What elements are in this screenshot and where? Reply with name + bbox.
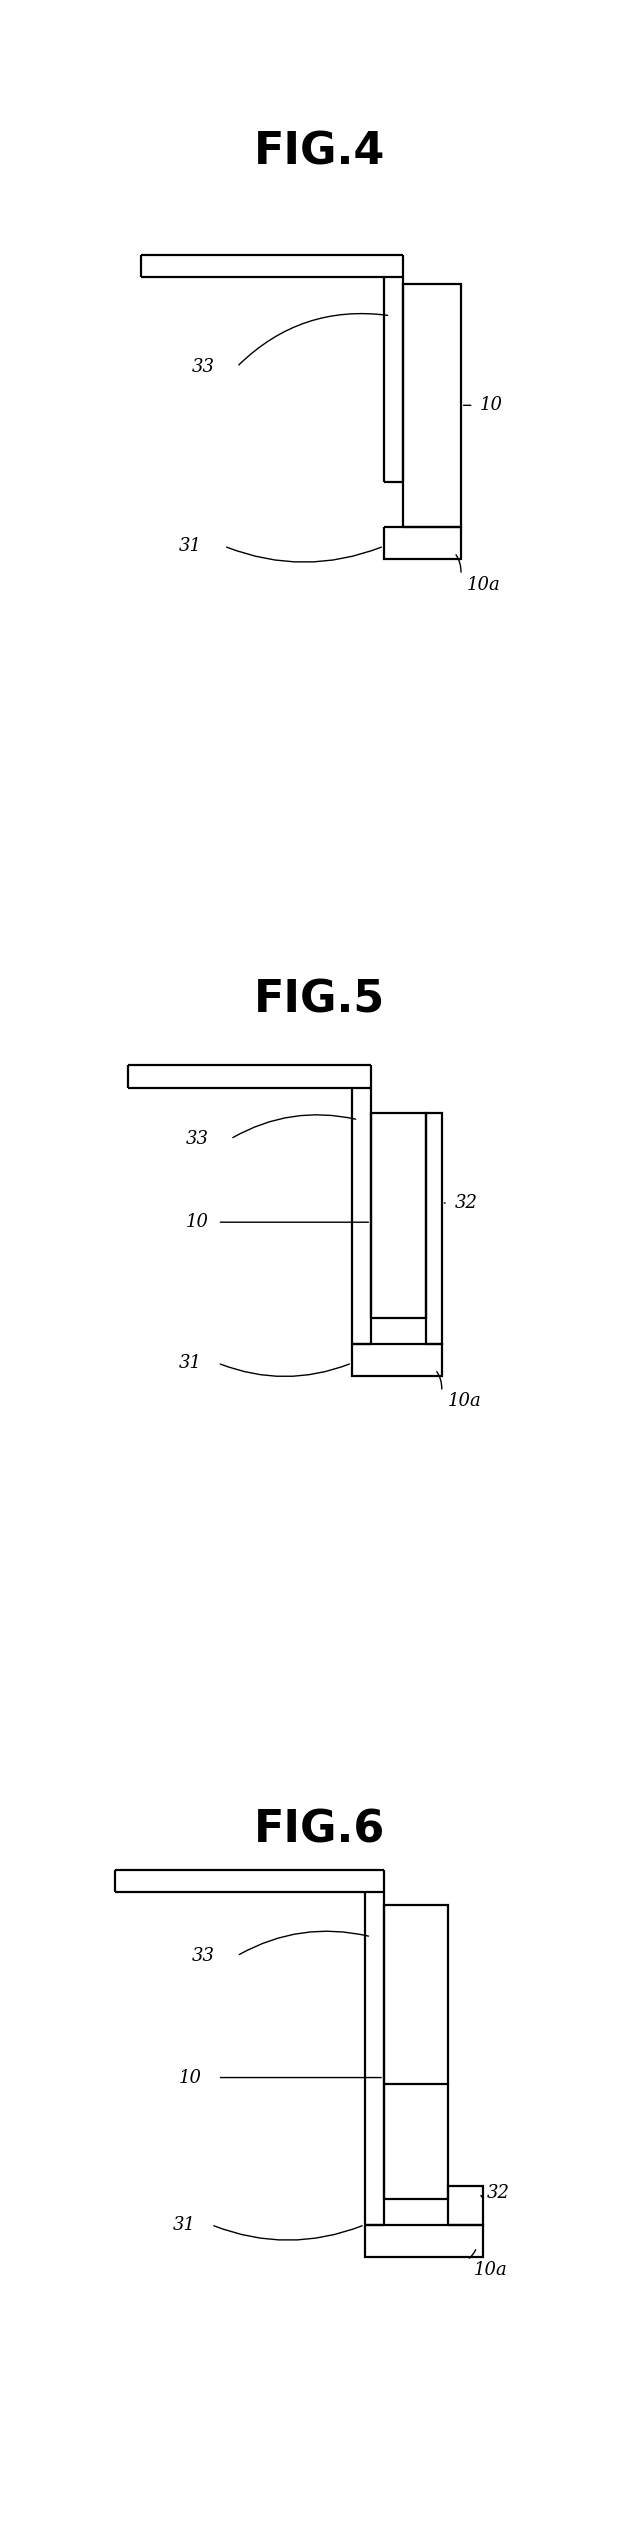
Text: 10a: 10a bbox=[448, 1391, 482, 1411]
FancyArrowPatch shape bbox=[437, 1371, 442, 1389]
Text: FIG.5: FIG.5 bbox=[254, 978, 386, 1021]
Text: 32: 32 bbox=[486, 2184, 509, 2202]
FancyArrowPatch shape bbox=[239, 314, 388, 365]
FancyArrowPatch shape bbox=[456, 555, 461, 573]
Text: 32: 32 bbox=[454, 1194, 477, 1211]
Text: 10a: 10a bbox=[474, 2260, 508, 2278]
Text: 10: 10 bbox=[480, 395, 503, 416]
Text: 31: 31 bbox=[173, 2215, 196, 2235]
Text: FIG.4: FIG.4 bbox=[254, 129, 386, 172]
Text: 10: 10 bbox=[186, 1214, 209, 1232]
Text: 10: 10 bbox=[179, 2068, 202, 2085]
Text: 31: 31 bbox=[179, 537, 202, 555]
Text: 10a: 10a bbox=[467, 575, 501, 593]
FancyArrowPatch shape bbox=[227, 547, 381, 563]
FancyArrowPatch shape bbox=[220, 1363, 349, 1376]
Text: 33: 33 bbox=[192, 1946, 215, 1964]
FancyArrowPatch shape bbox=[469, 2250, 476, 2258]
Text: 31: 31 bbox=[179, 1353, 202, 1371]
FancyArrowPatch shape bbox=[239, 1931, 369, 1954]
Text: 33: 33 bbox=[186, 1130, 209, 1148]
FancyArrowPatch shape bbox=[233, 1115, 356, 1138]
Text: FIG.6: FIG.6 bbox=[254, 1809, 386, 1852]
FancyArrowPatch shape bbox=[214, 2225, 362, 2240]
Text: 33: 33 bbox=[192, 357, 215, 375]
